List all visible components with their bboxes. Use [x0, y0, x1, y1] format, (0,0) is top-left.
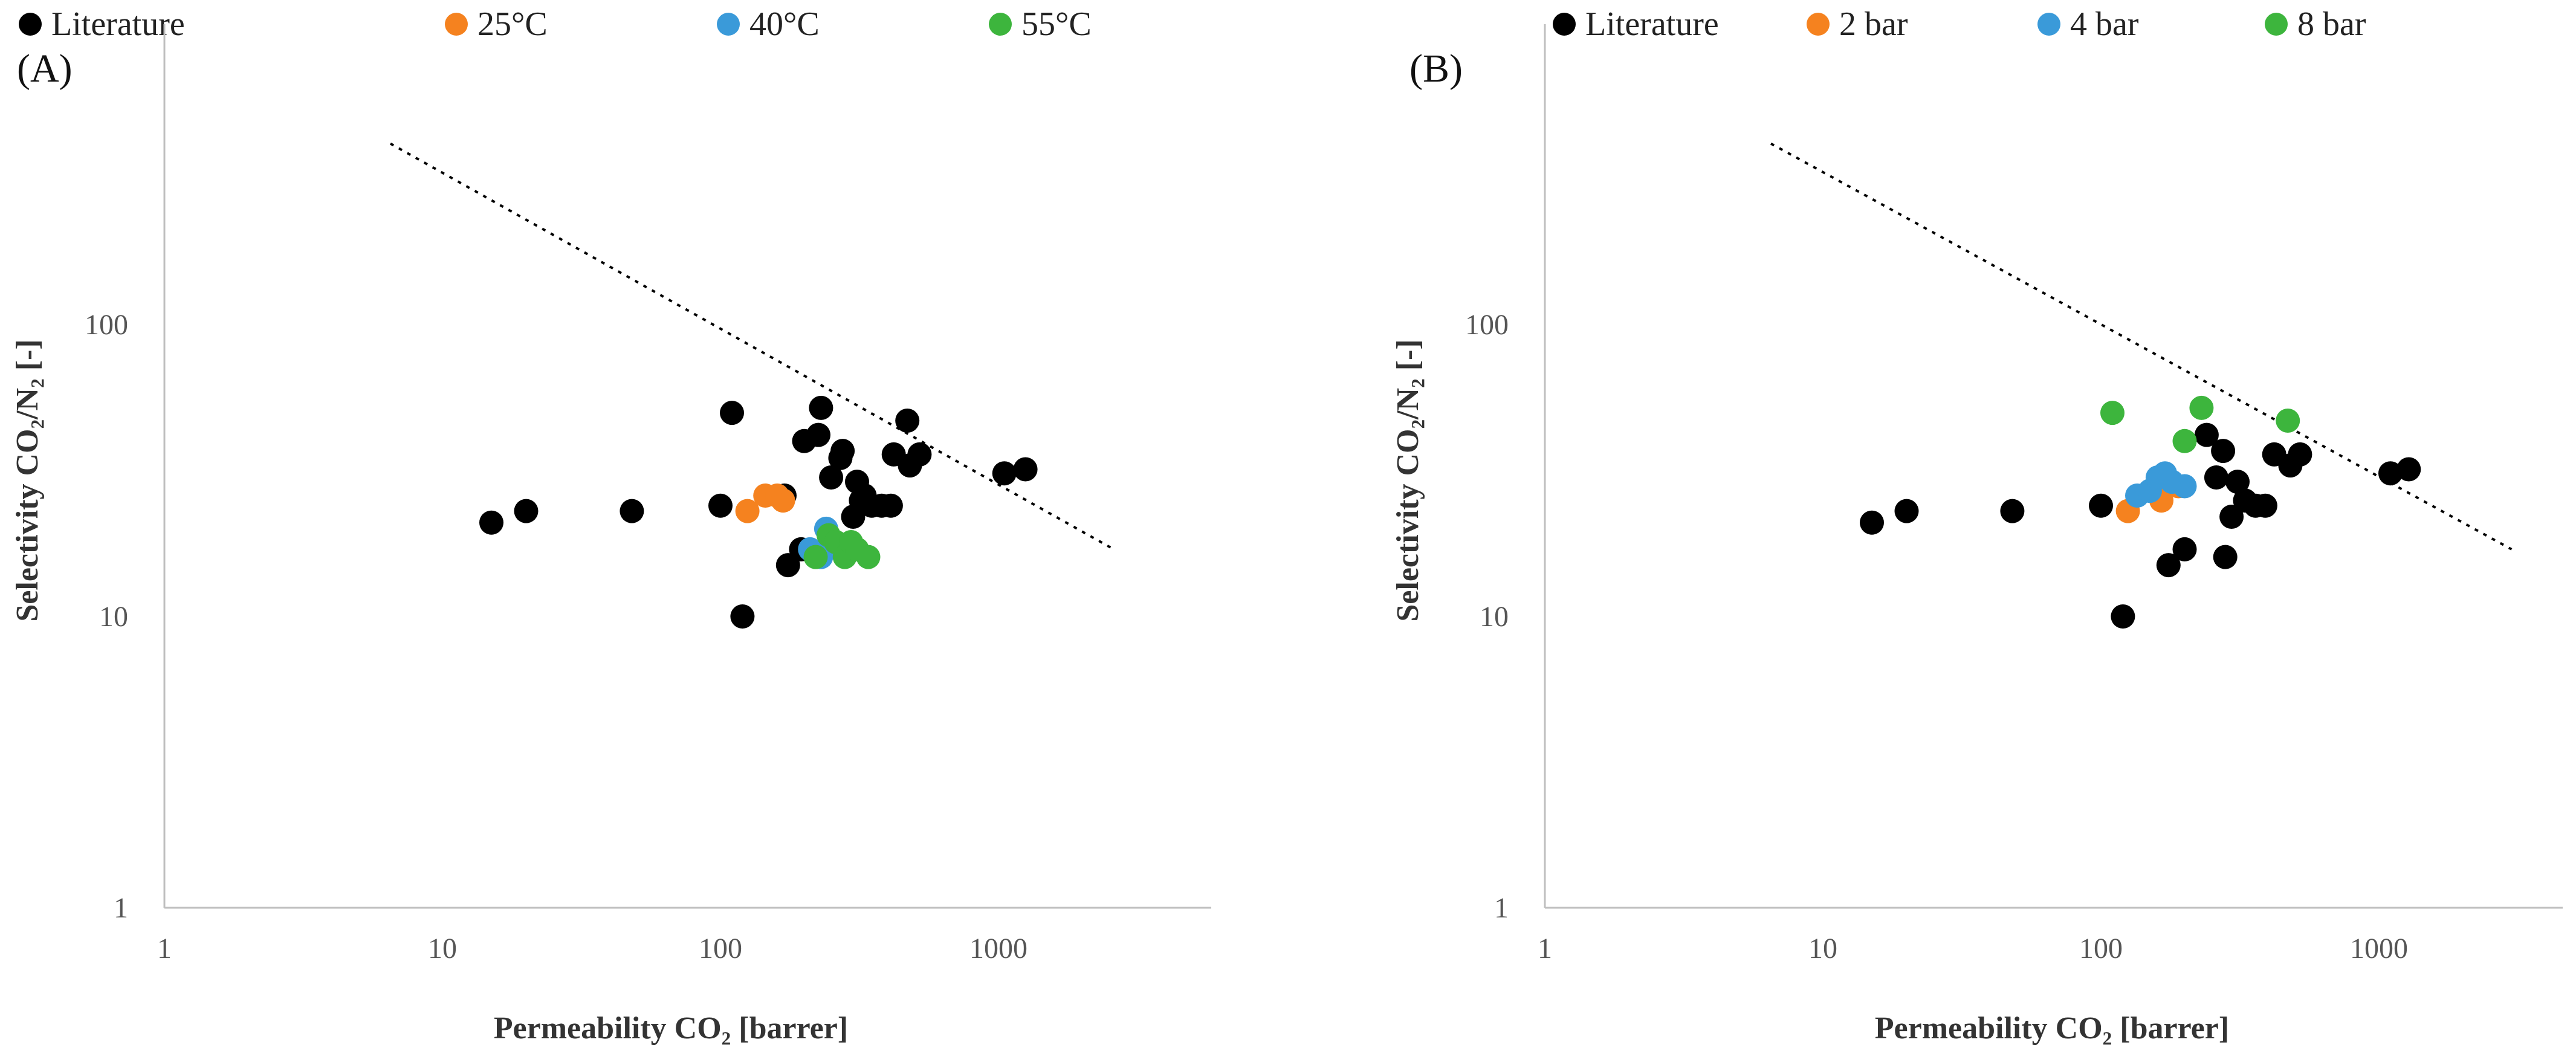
point-literature-b [2089, 493, 2113, 518]
point-literature-b [2219, 505, 2244, 529]
legend-label-40c: 40°C [749, 5, 820, 43]
point-literature-b [2213, 545, 2238, 569]
x-tick-b-1000: 1000 [2350, 933, 2408, 965]
x-tick-a-10: 10 [428, 933, 457, 965]
panel-label-a: (A) [17, 47, 73, 91]
point-literature-b [2111, 604, 2135, 629]
series-55-c-a [803, 523, 881, 569]
x-tick-b-10: 10 [1808, 933, 1837, 965]
point-literature-b [2253, 493, 2277, 518]
point-literature-b [2288, 442, 2312, 467]
y-axis-label-b: Selectivity CO₂/N₂ [-] [1391, 339, 1425, 621]
point-literature-b [2194, 422, 2219, 447]
point-8-bar-b [2172, 428, 2197, 453]
point-literature-a [806, 422, 830, 447]
point-literature-a [479, 510, 503, 535]
legend-label-55c: 55°C [1021, 5, 1092, 43]
point-55-c-a [803, 545, 828, 569]
legend-marker-2bar [1807, 13, 1830, 36]
series-literature-b [1860, 422, 2421, 629]
series-literature-a [479, 395, 1038, 629]
legend-label-literature: Literature [51, 5, 185, 43]
x-tick-a-100: 100 [699, 933, 742, 965]
point-25-c-a [771, 488, 795, 513]
point-literature-b [1894, 499, 1919, 523]
legend-marker-literature [19, 13, 42, 36]
point-literature-b [2225, 470, 2250, 494]
point-literature-a [514, 499, 539, 523]
legend-marker-literature-b [1553, 13, 1576, 36]
x-axis-label-a: Permeability CO₂ [barrer] [494, 1011, 848, 1046]
point-literature-b [2396, 457, 2421, 482]
legend-label-2bar: 2 bar [1839, 5, 1908, 43]
point-literature-b [2000, 499, 2025, 523]
y-tick-a-1: 1 [114, 892, 128, 924]
point-literature-b [2156, 553, 2181, 578]
point-55-c-a [856, 545, 881, 569]
point-literature-b [2211, 439, 2236, 464]
point-literature-a [992, 461, 1017, 486]
legend-marker-25c [445, 13, 468, 36]
upper-bound-line-a [389, 142, 1115, 551]
point-8-bar-b [2189, 395, 2214, 420]
x-tick-a-1000: 1000 [969, 933, 1027, 965]
marks-b [1770, 142, 2513, 629]
point-literature-a [620, 499, 644, 523]
x-axis-label-b: Permeability CO₂ [barrer] [1875, 1011, 2229, 1046]
point-25-c-a [735, 499, 760, 523]
marks-a [389, 142, 1115, 629]
legend-marker-55c [989, 13, 1012, 36]
legend-label-literature-b: Literature [1585, 5, 1719, 43]
point-literature-a [1013, 457, 1038, 482]
legend-marker-4bar [2037, 13, 2060, 36]
legend-marker-40c [717, 13, 740, 36]
point-literature-a [830, 439, 855, 464]
point-literature-a [907, 442, 932, 467]
point-literature-a [809, 395, 833, 420]
y-tick-a-10: 10 [99, 601, 128, 633]
series-4-bar-b [2125, 461, 2197, 508]
panel-label-b: (B) [1409, 47, 1463, 91]
point-literature-b [2378, 461, 2403, 486]
x-tick-b-1: 1 [1538, 933, 1552, 965]
series-25-c-a [735, 483, 795, 523]
y-tick-b-1: 1 [1494, 892, 1509, 924]
y-tick-a-100: 100 [85, 309, 128, 341]
legend-marker-8bar [2265, 13, 2288, 36]
point-literature-a [878, 493, 903, 518]
panel-b: Literature 2 bar 4 bar 8 bar (B) 1 10 10… [1391, 5, 2563, 1046]
x-tick-b-100: 100 [2079, 933, 2123, 965]
series-8-bar-b [2100, 395, 2300, 453]
legend-label-25c: 25°C [477, 5, 548, 43]
point-literature-a [819, 465, 844, 490]
point-literature-b [2204, 465, 2228, 490]
point-8-bar-b [2100, 401, 2125, 425]
point-literature-b [2172, 537, 2197, 561]
legend-a: Literature 25°C 40°C 55°C [19, 5, 1092, 43]
panel-a: Literature 25°C 40°C 55°C (A) 1 10 100 1… [10, 5, 1211, 1046]
legend-b: Literature 2 bar 4 bar 8 bar [1553, 5, 2366, 43]
point-literature-a [895, 409, 920, 433]
point-literature-a [708, 493, 733, 518]
point-4-bar-b [2172, 474, 2197, 499]
legend-label-8bar: 8 bar [2297, 5, 2366, 43]
point-8-bar-b [2276, 409, 2300, 433]
point-literature-a [720, 401, 744, 425]
point-literature-b [1860, 510, 1884, 535]
y-tick-b-100: 100 [1465, 309, 1509, 341]
y-axis-label-a: Selectivity CO₂/N₂ [-] [10, 339, 45, 621]
legend-label-4bar: 4 bar [2070, 5, 2139, 43]
y-tick-b-10: 10 [1480, 601, 1509, 633]
point-literature-a [730, 604, 755, 629]
x-tick-a-1: 1 [157, 933, 172, 965]
